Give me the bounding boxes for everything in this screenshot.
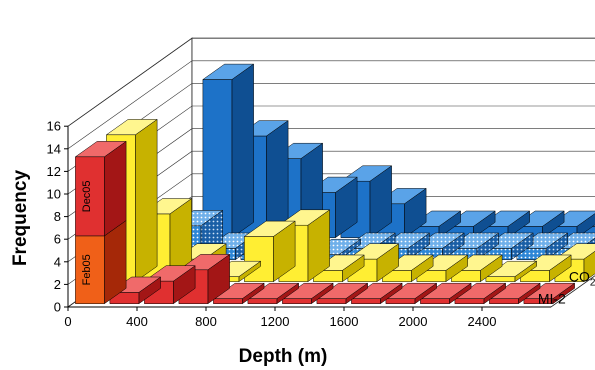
bar-side xyxy=(135,118,158,283)
stack-label: Feb05 xyxy=(81,254,93,285)
bar-front xyxy=(485,276,516,282)
x-tick-label: 2400 xyxy=(468,314,497,329)
x-tick-label: 400 xyxy=(126,314,148,329)
gridline xyxy=(67,60,595,150)
series-label: CO2 FI-2 xyxy=(569,268,595,288)
bar-co2-fi-2-6 xyxy=(312,254,365,283)
y-tick-label: 2 xyxy=(54,277,61,292)
bar-top xyxy=(105,119,158,136)
bar-mi-2-10 xyxy=(419,282,472,305)
bar-mi-2-0: Feb05 Dec05 xyxy=(74,140,127,305)
bar-front xyxy=(213,298,243,304)
bar-front xyxy=(316,298,347,304)
bar-top xyxy=(243,220,296,237)
y-tick-label: 12 xyxy=(47,164,61,179)
y-tick-label: 16 xyxy=(47,119,61,134)
x-tick-label: 1600 xyxy=(330,314,359,329)
x-tick-label: 800 xyxy=(195,314,217,329)
gridline xyxy=(67,37,595,127)
bar-front xyxy=(247,298,278,304)
stack-label: Dec05 xyxy=(81,180,93,212)
x-tick-label: 1200 xyxy=(261,314,290,329)
bar-mi-2-7 xyxy=(316,282,369,305)
x-axis-label: Depth (m) xyxy=(239,346,328,367)
bar-mi-2-13 xyxy=(523,282,576,305)
y-tick-label: 4 xyxy=(54,254,61,269)
bar-top xyxy=(74,141,127,158)
bar-mi-2-8 xyxy=(350,282,403,305)
bar-mi-1-feb05-1 xyxy=(202,63,255,239)
bar-side xyxy=(266,120,289,239)
bar-side xyxy=(104,140,127,237)
bar-mi-2-5 xyxy=(247,282,300,305)
y-tick-label: 10 xyxy=(47,187,61,202)
bar-mi-2-12 xyxy=(488,282,541,305)
y-tick-label: 6 xyxy=(54,232,61,247)
bar-front xyxy=(420,298,450,304)
bar-top xyxy=(202,63,255,80)
series-label: MI-2 xyxy=(538,290,566,306)
y-tick-label: 8 xyxy=(54,209,61,224)
bar-front xyxy=(282,298,312,304)
chart-labels: Depth (m) Frequency 0 2 4 6 8 10 12 14 16 0 400 800… xyxy=(10,119,595,367)
x-tick-label: 2000 xyxy=(399,314,428,329)
bar-side xyxy=(231,63,254,239)
bar-front xyxy=(351,298,381,304)
y-axis-label: Frequency xyxy=(10,170,31,267)
bar-front xyxy=(489,298,519,304)
chart-bars: Feb05 Dec05 xyxy=(74,63,595,305)
x-tick-label: 0 xyxy=(64,314,71,329)
y-tick-label: 14 xyxy=(47,141,61,156)
y-tick-label: 0 xyxy=(54,300,61,315)
bar-front xyxy=(454,298,485,304)
bar-mi-2-11 xyxy=(454,282,507,305)
bar-front xyxy=(385,298,416,304)
